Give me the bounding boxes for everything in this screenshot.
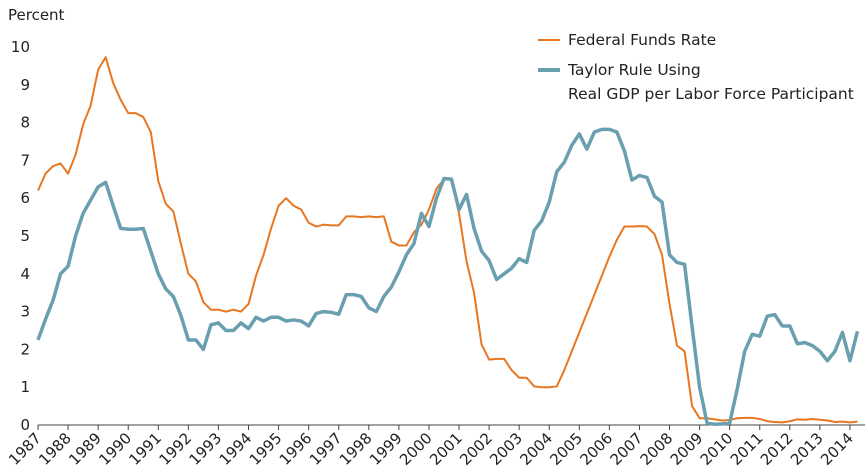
x-tick-label: 2009 xyxy=(667,429,707,469)
x-tick-label: 1993 xyxy=(186,429,226,469)
legend-swatch xyxy=(538,39,560,41)
y-axis-label: Percent xyxy=(8,6,65,24)
legend-label: Federal Funds Rate xyxy=(568,31,717,49)
legend-swatch xyxy=(538,68,560,72)
y-tick-label: 9 xyxy=(20,76,30,94)
y-tick-label: 4 xyxy=(20,265,30,283)
x-tick-label: 2005 xyxy=(546,429,586,469)
x-tick-label: 1989 xyxy=(65,429,105,469)
x-tick-label: 2001 xyxy=(426,429,466,469)
x-tick-label: 2004 xyxy=(516,429,556,469)
x-tick-label: 1994 xyxy=(216,429,256,469)
y-tick-label: 2 xyxy=(20,340,30,358)
x-tick-label: 2013 xyxy=(787,429,827,469)
y-tick-label: 0 xyxy=(20,416,30,434)
series-line xyxy=(36,127,860,426)
x-tick-label: 2012 xyxy=(757,429,797,469)
x-tick-label: 1990 xyxy=(95,429,135,469)
x-tick-label: 1988 xyxy=(35,429,75,469)
x-tick-label: 1997 xyxy=(306,429,346,469)
y-tick-label: 5 xyxy=(20,227,30,245)
x-tick-label: 1999 xyxy=(366,429,406,469)
series-line xyxy=(37,56,858,424)
y-tick-label: 7 xyxy=(20,151,30,169)
x-tick-label: 2008 xyxy=(637,429,677,469)
x-tick-label: 1995 xyxy=(246,429,286,469)
x-tick-label: 2003 xyxy=(486,429,526,469)
x-tick-label: 1996 xyxy=(276,429,316,469)
y-tick-label: 6 xyxy=(20,189,30,207)
x-tick-label: 2002 xyxy=(456,429,496,469)
x-tick-label: 2006 xyxy=(576,429,616,469)
y-tick-label: 8 xyxy=(20,114,30,132)
x-tick-label: 1991 xyxy=(125,429,165,469)
y-tick-label: 3 xyxy=(20,303,30,321)
x-tick-label: 2014 xyxy=(817,429,857,469)
x-tick-label: 2000 xyxy=(396,429,436,469)
x-tick-label: 1987 xyxy=(5,429,45,469)
legend-label: Taylor Rule Using Real GDP per Labor For… xyxy=(568,61,854,103)
y-tick-label: 10 xyxy=(11,38,30,56)
x-tick-label: 1998 xyxy=(336,429,376,469)
y-tick-label: 1 xyxy=(20,378,30,396)
x-tick-label: 2011 xyxy=(727,429,767,469)
x-tick-label: 1992 xyxy=(155,429,195,469)
x-tick-label: 2010 xyxy=(697,429,737,469)
x-tick-label: 2007 xyxy=(607,429,647,469)
